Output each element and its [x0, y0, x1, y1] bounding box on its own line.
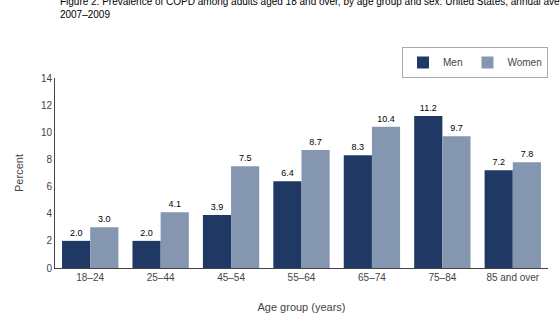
svg-text:3.9: 3.9 — [211, 202, 224, 212]
svg-text:2.0: 2.0 — [70, 228, 83, 238]
svg-text:Percent: Percent — [13, 154, 25, 192]
svg-text:Figure 2. Prevalence of COPD a: Figure 2. Prevalence of COPD among adult… — [60, 0, 560, 20]
svg-text:2.0: 2.0 — [140, 228, 153, 238]
svg-text:8.3: 8.3 — [352, 142, 365, 152]
svg-text:4.1: 4.1 — [168, 199, 181, 209]
svg-text:6.4: 6.4 — [281, 168, 294, 178]
svg-text:55–64: 55–64 — [288, 272, 316, 283]
svg-text:Age group (years): Age group (years) — [257, 301, 345, 313]
svg-text:45–54: 45–54 — [217, 272, 245, 283]
svg-text:9.7: 9.7 — [450, 123, 463, 133]
svg-text:8: 8 — [46, 154, 52, 165]
svg-text:25–44: 25–44 — [147, 272, 175, 283]
svg-text:6: 6 — [46, 181, 52, 192]
svg-text:8.7: 8.7 — [309, 137, 322, 147]
svg-text:10.4: 10.4 — [377, 114, 395, 124]
svg-text:7.8: 7.8 — [521, 149, 534, 159]
svg-text:4: 4 — [46, 208, 52, 219]
svg-text:75–84: 75–84 — [428, 272, 456, 283]
svg-text:Women: Women — [507, 57, 541, 68]
svg-text:12: 12 — [41, 100, 53, 111]
svg-text:2: 2 — [46, 235, 52, 246]
svg-text:7.2: 7.2 — [492, 157, 505, 167]
svg-text:18–24: 18–24 — [76, 272, 104, 283]
svg-text:85 and over: 85 and over — [486, 272, 539, 283]
svg-text:10: 10 — [41, 127, 53, 138]
svg-text:3.0: 3.0 — [98, 214, 111, 224]
svg-text:65–74: 65–74 — [358, 272, 386, 283]
svg-text:7.5: 7.5 — [239, 153, 252, 163]
svg-text:11.2: 11.2 — [420, 103, 437, 113]
svg-text:14: 14 — [41, 73, 53, 84]
svg-text:Men: Men — [443, 57, 462, 68]
svg-text:0: 0 — [46, 263, 52, 274]
